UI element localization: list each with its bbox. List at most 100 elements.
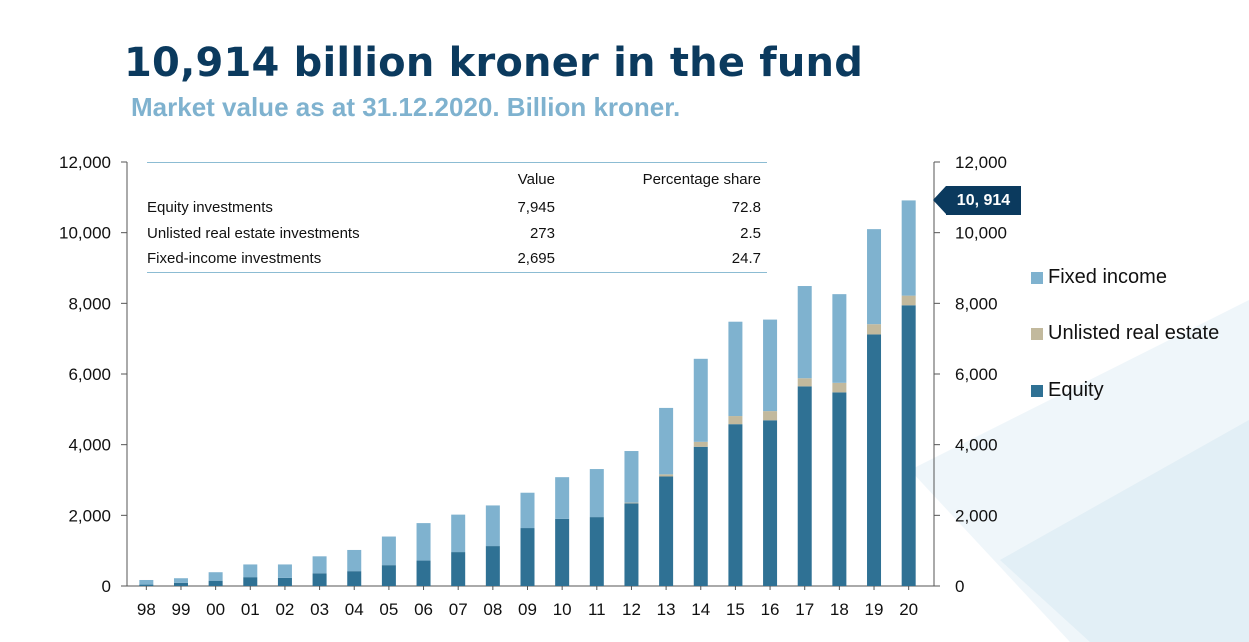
x-tick-label: 08 bbox=[483, 600, 502, 619]
bar-equity bbox=[867, 334, 882, 586]
bar-equity bbox=[347, 571, 362, 586]
x-tick-label: 14 bbox=[691, 600, 710, 619]
bar-fixed-income bbox=[381, 536, 396, 566]
y-tick-label-right: 10,000 bbox=[955, 224, 1007, 243]
row-value: 7,945 bbox=[517, 199, 555, 216]
table-row: Equity investments 7,945 72.8 bbox=[147, 195, 767, 221]
y-tick-label-left: 0 bbox=[102, 577, 111, 596]
bar-equity bbox=[693, 446, 708, 586]
bar-equity bbox=[277, 577, 292, 586]
bar-fixed-income bbox=[624, 451, 639, 503]
y-tick-label-left: 2,000 bbox=[68, 506, 111, 525]
bar-equity bbox=[555, 518, 570, 586]
x-tick-label: 03 bbox=[310, 600, 329, 619]
legend-item-unlisted-real-estate: Unlisted real estate bbox=[1031, 321, 1219, 345]
bar-equity bbox=[520, 528, 535, 586]
x-tick-label: 05 bbox=[379, 600, 398, 619]
bar-equity bbox=[139, 584, 154, 586]
y-tick-label-right: 8,000 bbox=[955, 294, 998, 313]
x-tick-label: 98 bbox=[137, 600, 156, 619]
chart-title: 10,914 billion kroner in the fund bbox=[124, 40, 864, 86]
bar-equity bbox=[659, 476, 674, 586]
legend-swatch bbox=[1031, 272, 1043, 284]
bar-fixed-income bbox=[173, 578, 188, 583]
x-tick-label: 12 bbox=[622, 600, 641, 619]
bar-unlisted-real-estate bbox=[624, 502, 639, 504]
row-value: 2,695 bbox=[517, 250, 555, 267]
x-tick-label: 06 bbox=[414, 600, 433, 619]
summary-table: Value Percentage share Equity investment… bbox=[147, 162, 767, 273]
y-tick-label-right: 0 bbox=[955, 577, 964, 596]
bar-fixed-income bbox=[277, 564, 292, 578]
bar-equity bbox=[243, 577, 258, 586]
bar-equity bbox=[451, 552, 466, 586]
x-tick-label: 19 bbox=[865, 600, 884, 619]
bar-fixed-income bbox=[243, 564, 258, 578]
bar-fixed-income bbox=[555, 477, 570, 519]
y-tick-label-right: 2,000 bbox=[955, 506, 998, 525]
bar-equity bbox=[901, 305, 916, 586]
y-tick-label-right: 6,000 bbox=[955, 365, 998, 384]
bar-fixed-income bbox=[589, 469, 604, 518]
chart-subtitle: Market value as at 31.12.2020. Billion k… bbox=[131, 92, 681, 122]
x-tick-label: 17 bbox=[795, 600, 814, 619]
bar-equity bbox=[485, 546, 500, 586]
legend-swatch bbox=[1031, 385, 1043, 397]
y-tick-label-left: 8,000 bbox=[68, 294, 111, 313]
x-tick-label: 16 bbox=[761, 600, 780, 619]
bar-fixed-income bbox=[832, 294, 847, 383]
bar-fixed-income bbox=[451, 514, 466, 553]
x-tick-label: 01 bbox=[241, 600, 260, 619]
row-label: Equity investments bbox=[147, 199, 273, 216]
x-tick-label: 00 bbox=[206, 600, 225, 619]
bar-unlisted-real-estate bbox=[728, 416, 743, 425]
x-tick-label: 07 bbox=[449, 600, 468, 619]
bar-equity bbox=[763, 420, 778, 586]
bar-equity bbox=[208, 580, 223, 586]
bar-equity bbox=[728, 424, 743, 586]
bar-unlisted-real-estate bbox=[659, 474, 674, 477]
bar-unlisted-real-estate bbox=[832, 382, 847, 393]
bar-unlisted-real-estate bbox=[763, 411, 778, 421]
bar-fixed-income bbox=[416, 523, 431, 561]
bar-fixed-income bbox=[347, 549, 362, 572]
bar-fixed-income bbox=[520, 492, 535, 529]
y-tick-label-right: 12,000 bbox=[955, 153, 1007, 172]
x-tick-label: 11 bbox=[588, 600, 606, 619]
x-tick-label: 02 bbox=[275, 600, 294, 619]
bar-fixed-income bbox=[901, 200, 916, 296]
bar-unlisted-real-estate bbox=[867, 324, 882, 335]
row-value: 273 bbox=[529, 224, 555, 242]
legend-label: Equity bbox=[1048, 379, 1104, 401]
bar-unlisted-real-estate bbox=[693, 441, 708, 447]
bar-equity bbox=[797, 386, 812, 586]
bar-fixed-income bbox=[139, 579, 154, 585]
row-share: 24.7 bbox=[731, 250, 761, 267]
legend-label: Fixed income bbox=[1048, 266, 1167, 288]
table-header-value: Value bbox=[517, 171, 555, 188]
y-tick-label-left: 12,000 bbox=[59, 153, 111, 172]
y-tick-label-left: 4,000 bbox=[68, 436, 111, 455]
bar-fixed-income bbox=[659, 407, 674, 475]
y-tick-label-left: 10,000 bbox=[59, 224, 111, 243]
bar-equity bbox=[173, 582, 188, 586]
y-tick-label-right: 4,000 bbox=[955, 436, 998, 455]
bar-fixed-income bbox=[797, 286, 812, 379]
bar-unlisted-real-estate bbox=[901, 295, 916, 306]
bar-equity bbox=[312, 573, 327, 586]
row-label: Unlisted real estate investments bbox=[147, 224, 360, 242]
x-tick-label: 13 bbox=[657, 600, 676, 619]
callout-arrow bbox=[933, 186, 946, 214]
x-tick-label: 09 bbox=[518, 600, 537, 619]
bar-equity bbox=[381, 565, 396, 586]
bar-unlisted-real-estate bbox=[797, 378, 812, 387]
row-label: Fixed-income investments bbox=[147, 250, 322, 267]
bar-fixed-income bbox=[485, 505, 500, 547]
legend-swatch bbox=[1031, 328, 1043, 340]
bar-fixed-income bbox=[763, 319, 778, 412]
bar-fixed-income bbox=[867, 229, 882, 325]
x-tick-label: 99 bbox=[172, 600, 191, 619]
bars bbox=[139, 200, 916, 586]
